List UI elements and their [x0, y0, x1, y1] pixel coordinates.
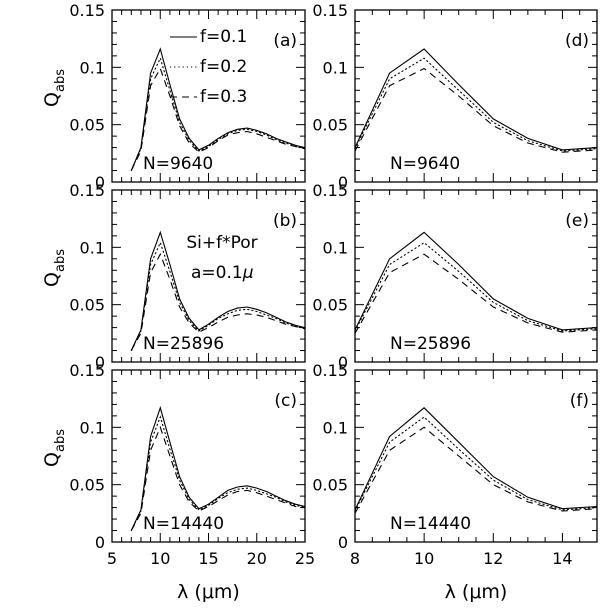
- series-line-dotted: [354, 57, 598, 152]
- y-axis-title-main: Q: [41, 272, 63, 287]
- y-tick-label: 0.1: [80, 238, 105, 257]
- x-axis-title: λ (μm): [177, 581, 240, 603]
- x-tick-label: 12: [483, 549, 503, 568]
- legend: f=0.1 f=0.2 f=0.3: [170, 27, 247, 107]
- panel-label: (d): [565, 31, 589, 51]
- series-line-dotted: [354, 242, 598, 332]
- series-line-dotted: [130, 56, 306, 172]
- series-line-solid: [130, 47, 306, 171]
- n-label: N=9640: [143, 154, 213, 174]
- n-label: N=14440: [143, 514, 224, 534]
- series-line-dashed: [354, 426, 598, 514]
- panel-d: 0 0.05 0.1 0.15 (d) N=9640: [312, 1, 598, 192]
- radius-unit: μ: [242, 263, 254, 283]
- y-axis-title-main: Q: [41, 452, 63, 467]
- panel-c: 0 0.05 0.1 0.15 5 10 15 20 25 λ (μm) Qabs (c) N=1444…: [41, 361, 315, 603]
- series-line-dotted: [130, 415, 306, 532]
- y-axis-title: Qabs: [41, 249, 68, 287]
- y-tick-label: 0: [338, 353, 348, 372]
- y-tick-label: 0.15: [312, 361, 348, 380]
- panel-label: (e): [565, 211, 589, 231]
- series-line-dashed: [354, 67, 598, 153]
- y-tick-label: 0.15: [312, 181, 348, 200]
- y-axis-title-sub: abs: [53, 69, 68, 92]
- x-tick-label: 5: [107, 549, 117, 568]
- n-label: N=9640: [390, 154, 460, 174]
- x-tick-label: 25: [295, 549, 315, 568]
- y-tick-label: 0.05: [312, 476, 348, 495]
- x-tick-label: 10: [414, 549, 434, 568]
- y-tick-label: 0.05: [69, 296, 105, 315]
- legend-label: f=0.2: [200, 57, 247, 77]
- panel-e: 0 0.05 0.1 0.15 (e) N=25896: [312, 181, 598, 372]
- series-line-dotted: [130, 241, 306, 352]
- n-label: N=25896: [390, 334, 471, 354]
- x-tick-label: 20: [247, 549, 267, 568]
- y-axis-title-main: Q: [41, 92, 63, 107]
- y-tick-label: 0: [95, 533, 105, 552]
- y-tick-label: 0.15: [69, 1, 105, 20]
- y-tick-label: 0.15: [69, 361, 105, 380]
- x-axis-title: λ (μm): [445, 581, 508, 603]
- panel-label: (a): [273, 31, 297, 51]
- panel-label: (c): [274, 391, 297, 411]
- panel-label: (b): [273, 211, 297, 231]
- y-tick-label: 0.15: [312, 1, 348, 20]
- y-tick-label: 0.1: [323, 238, 348, 257]
- y-tick-label: 0.1: [80, 418, 105, 437]
- x-tick-label: 14: [552, 549, 572, 568]
- series-line-solid: [130, 230, 306, 351]
- series-line-dashed: [130, 425, 306, 531]
- y-tick-label: 0.1: [323, 58, 348, 77]
- y-tick-label: 0.15: [69, 181, 105, 200]
- panel-b: 0 0.05 0.1 0.15 Qabs (b) N=25896: [41, 181, 306, 372]
- x-tick-label: 15: [198, 549, 218, 568]
- legend-label: f=0.1: [200, 27, 247, 47]
- series-line-solid: [354, 231, 598, 331]
- radius-annotation: a=0.1μ: [191, 263, 254, 283]
- series-line-dashed: [130, 252, 306, 351]
- y-tick-label: 0.05: [69, 476, 105, 495]
- legend-label: f=0.3: [200, 87, 247, 107]
- y-axis-title-sub: abs: [53, 249, 68, 272]
- y-tick-label: 0.1: [323, 418, 348, 437]
- series-line-solid: [354, 48, 598, 151]
- y-tick-label: 0.1: [80, 58, 105, 77]
- y-tick-label: 0.05: [312, 296, 348, 315]
- y-axis-title: Qabs: [41, 429, 68, 467]
- x-tick-label: 10: [150, 549, 170, 568]
- series-line-dotted: [354, 416, 598, 512]
- series-line-dashed: [354, 253, 598, 334]
- y-tick-label: 0: [95, 173, 105, 192]
- y-tick-label: 0.05: [312, 116, 348, 135]
- y-axis-title-sub: abs: [53, 429, 68, 452]
- series-line-solid: [354, 407, 598, 511]
- y-axis-title: Qabs: [41, 69, 68, 107]
- panel-label: (f): [570, 391, 589, 411]
- y-tick-label: 0: [338, 533, 348, 552]
- series-line-solid: [130, 405, 306, 531]
- n-label: N=25896: [143, 334, 224, 354]
- material-annotation: Si+f*Por: [186, 233, 257, 253]
- panel-f: 0 0.05 0.1 0.15 8 10 12 14 λ (μm) (f) N=14440: [312, 361, 598, 603]
- y-tick-label: 0: [338, 173, 348, 192]
- x-tick-label: 8: [350, 549, 360, 568]
- radius-value: a=0.1: [191, 263, 243, 283]
- y-tick-label: 0: [95, 353, 105, 372]
- y-tick-label: 0.05: [69, 116, 105, 135]
- panel-a: 0 0.05 0.1 0.15 Qabs (a) N=9640: [41, 1, 306, 192]
- n-label: N=14440: [390, 514, 471, 534]
